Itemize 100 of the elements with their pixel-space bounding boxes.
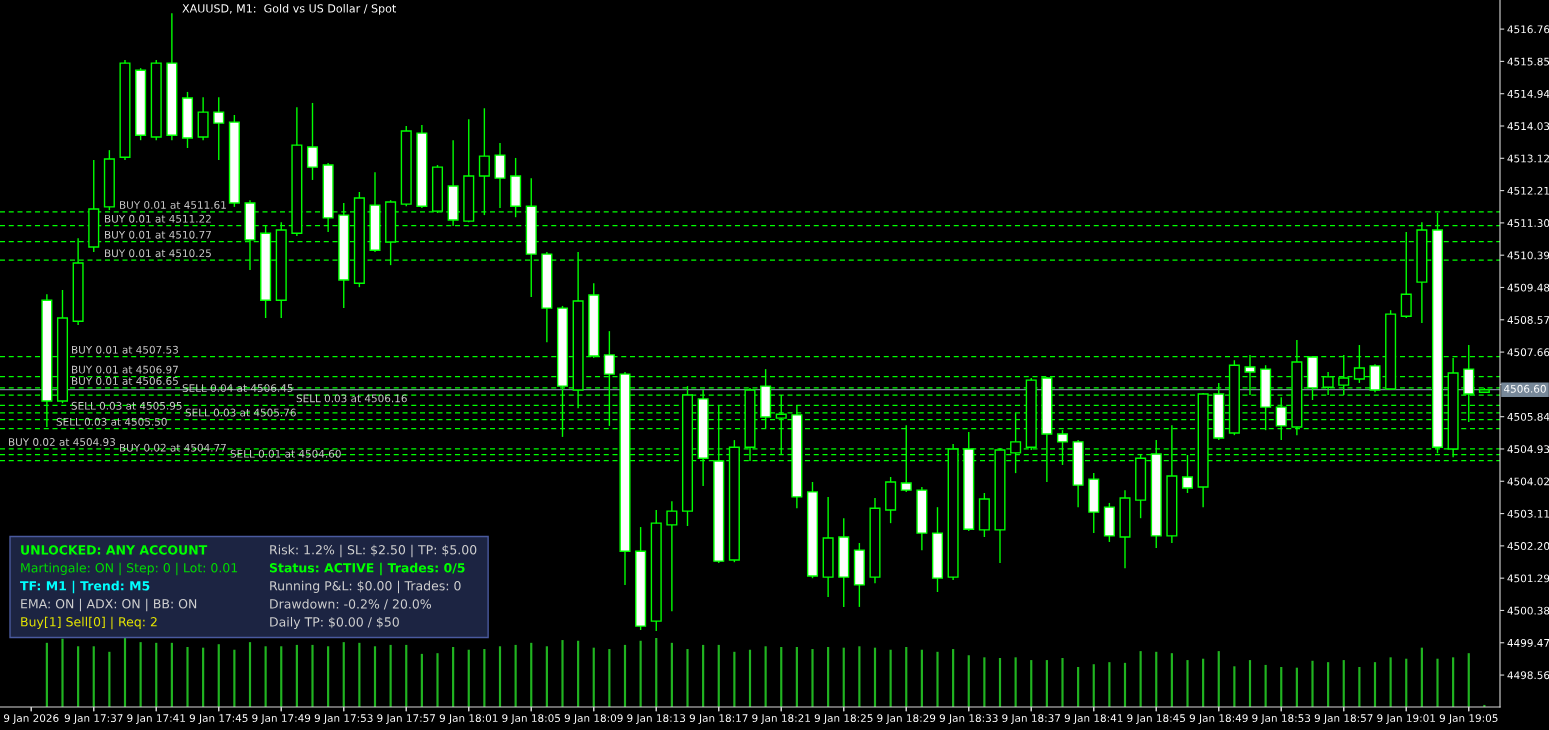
bar [811, 649, 814, 707]
bar [233, 649, 236, 707]
ref-line-label: SELL 0.01 at 4504.60 [230, 449, 341, 458]
bar [483, 649, 486, 707]
bar [248, 642, 252, 707]
x-tick-label: 9 Jan 18:05 [502, 714, 560, 724]
y-tick-label: 4504.93 [1507, 445, 1549, 454]
bar [327, 646, 330, 707]
bar [139, 642, 142, 707]
ref-line-label: BUY 0.01 at 4510.77 [105, 230, 211, 239]
bar [452, 646, 455, 707]
bar [639, 640, 642, 707]
bar [623, 644, 627, 707]
bar [389, 644, 392, 707]
bar [170, 642, 173, 707]
chart-title: XAUUSD, M1: Gold vs US Dollar / Spot [182, 4, 397, 15]
bar [217, 644, 220, 707]
bar [186, 646, 189, 707]
x-tick-label: 9 Jan 18:21 [752, 714, 810, 724]
bar [1311, 660, 1314, 707]
bar [1327, 662, 1330, 707]
annotation: Running P&L: $0.00 | Trades: 0 [270, 580, 461, 594]
annotation: Buy[1] Sell[0] | Req: 2 [21, 616, 157, 630]
y-tick-label: 4516.76 [1507, 25, 1549, 34]
y-tick-label: 4511.30 [1507, 219, 1549, 227]
bar [436, 653, 439, 707]
candlestick [494, 142, 506, 209]
x-tick-label: 9 Jan 18:01 [439, 714, 498, 724]
y-tick-label: 4510.39 [1507, 251, 1549, 260]
bar [905, 646, 908, 707]
y-tick-label: 4505.84 [1507, 412, 1549, 421]
bar [967, 655, 970, 707]
bar [577, 640, 580, 707]
x-tick-label: 9 Jan 18:33 [939, 714, 998, 724]
ref-line-label: SELL 0.03 at 4506.16 [296, 394, 407, 403]
y-tick-label: 4514.03 [1507, 122, 1549, 131]
x-tick-label: 9 Jan 18:57 [1314, 714, 1373, 724]
y-tick-label: 4501.29 [1507, 574, 1549, 583]
bar [467, 649, 470, 707]
y-tick-label: 4508.57 [1507, 316, 1549, 324]
bar [827, 646, 830, 707]
bar [952, 649, 955, 707]
annotation: Risk: 1.2% | SL: $2.50 | TP: $5.00 [270, 544, 477, 558]
x-tick-label: 9 Jan 18:17 [689, 714, 748, 724]
annotation: UNLOCKED: ANY ACCOUNT [21, 545, 208, 555]
bar [1170, 653, 1173, 707]
x-tick-label: 9 Jan 17:37 [64, 714, 123, 724]
bar [1467, 653, 1470, 707]
annotation: TF: M1 | Trend: M5 [20, 580, 150, 594]
candlestick [213, 96, 225, 161]
ref-line-label: SELL 0.03 at 4505.50 [56, 417, 167, 426]
x-tick-label: 9 Jan 18:45 [1127, 714, 1185, 724]
bar [45, 642, 48, 707]
ref-line-label: 4506.60 [1503, 384, 1546, 393]
x-tick-label: 9 Jan 18:29 [877, 714, 936, 724]
candlestick [306, 102, 319, 181]
bar [1217, 651, 1220, 707]
y-tick-label: 4503.11 [1507, 509, 1549, 518]
bar [1014, 657, 1017, 707]
bar [686, 649, 689, 707]
bar [155, 642, 158, 707]
y-tick-label: 4513.12 [1507, 154, 1549, 163]
bar [780, 646, 783, 707]
bar [748, 649, 752, 707]
bar [373, 646, 377, 707]
bar [498, 646, 502, 707]
bar [983, 657, 986, 707]
y-tick-label: 4502.20 [1507, 542, 1549, 550]
annotation: Martingale: ON | Step: 0 | Lot: 0.01 [21, 562, 238, 576]
y-tick-label: 4504.02 [1507, 477, 1549, 486]
annotation: Drawdown: -0.2% / 20.0% [270, 598, 432, 610]
x-tick-label: 9 Jan 17:45 [189, 714, 248, 724]
x-tick-label: 9 Jan 17:57 [377, 714, 436, 724]
bar [264, 646, 267, 707]
ref-line-label: BUY 0.01 at 4506.65 [72, 377, 178, 385]
x-tick-label: 9 Jan 18:25 [814, 714, 873, 724]
ref-line-label: BUY 0.01 at 4506.97 [72, 365, 178, 374]
annotation: EMA: ON | ADX: ON | BB: ON [21, 598, 197, 612]
bar [858, 646, 861, 707]
bar [123, 638, 127, 707]
x-tick-label: 9 Jan 18:13 [627, 714, 686, 724]
bar [420, 653, 423, 707]
bar [936, 651, 939, 707]
y-tick-label: 4509.48 [1507, 283, 1549, 292]
bar [514, 644, 517, 707]
x-tick-label: 9 Jan 19:05 [1439, 714, 1498, 724]
y-tick-label: 4500.38 [1507, 606, 1549, 615]
bar [405, 644, 408, 707]
bar [280, 646, 283, 707]
y-tick-label: 4507.66 [1507, 348, 1549, 357]
bar [530, 642, 533, 707]
x-tick-label: 9 Jan 17:41 [127, 714, 185, 724]
x-tick-label: 9 Jan 18:09 [564, 714, 623, 724]
bar [795, 646, 798, 707]
bar [1108, 662, 1111, 707]
bar [1452, 657, 1455, 707]
x-tick-label: 9 Jan 18:53 [1252, 714, 1311, 724]
ref-line-label: BUY 0.01 at 4510.25 [105, 249, 211, 258]
bar [1373, 662, 1377, 707]
x-tick-label: 9 Jan 2026 [4, 714, 59, 724]
